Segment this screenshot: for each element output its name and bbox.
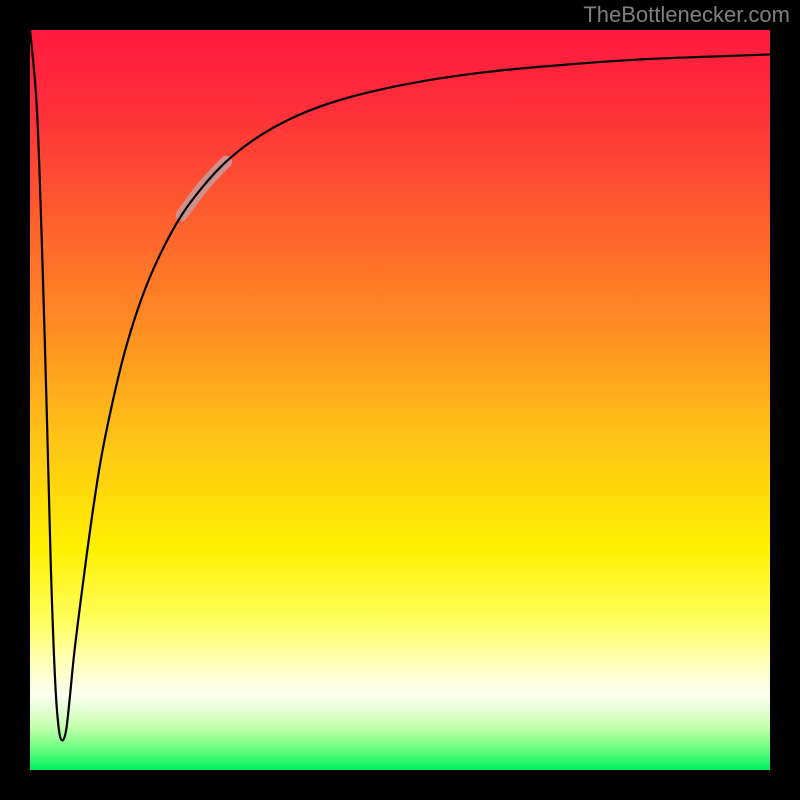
plot-background <box>30 30 770 770</box>
watermark-text: TheBottlenecker.com <box>583 2 790 28</box>
chart-svg <box>0 0 800 800</box>
figure-container: TheBottlenecker.com <box>0 0 800 800</box>
